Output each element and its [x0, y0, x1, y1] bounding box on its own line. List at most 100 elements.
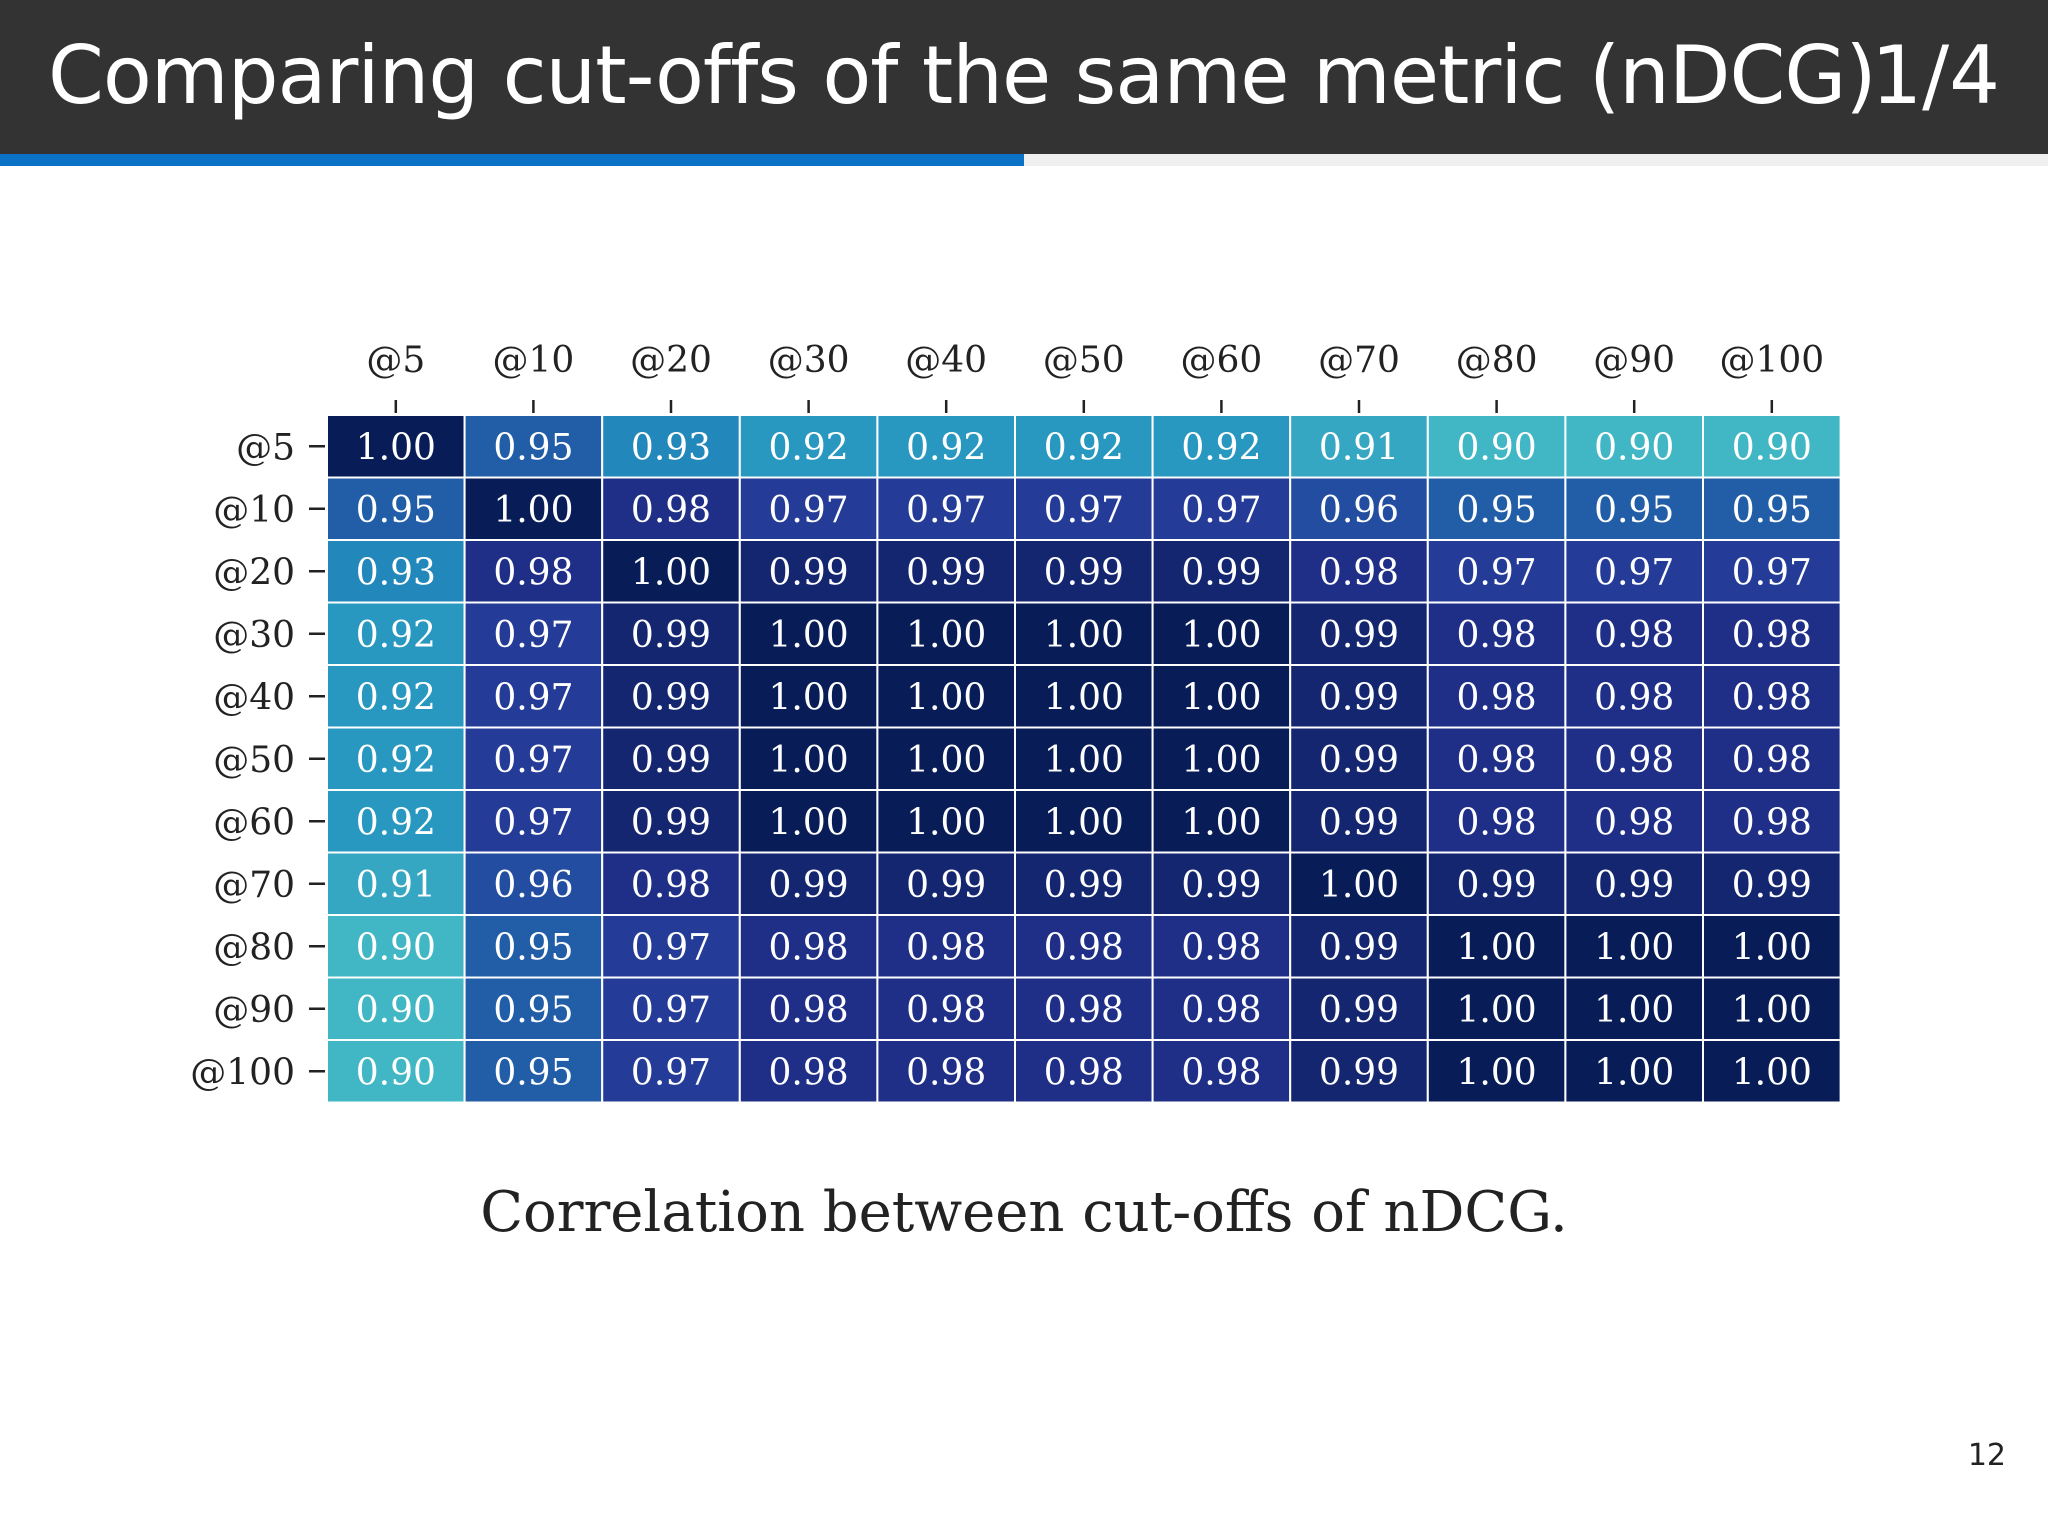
- cell-value-label: 0.95: [1457, 490, 1537, 531]
- cell-value-label: 1.00: [493, 490, 573, 531]
- heatmap-cell: [601, 914, 741, 979]
- heatmap-cell: [601, 1039, 741, 1104]
- progress-bar-fill: [0, 154, 1024, 166]
- cell-value-label: 0.97: [906, 490, 986, 531]
- cell-value-label: 0.99: [1319, 927, 1399, 968]
- heatmap-cell: [738, 476, 879, 541]
- cell-value-label: 0.96: [1319, 490, 1399, 531]
- cell-value-label: 0.98: [906, 1052, 986, 1093]
- heatmap-cell: [1702, 476, 1842, 541]
- heatmap-cell: [326, 914, 466, 979]
- heatmap-cell: [1702, 789, 1842, 854]
- cell-value-label: 0.98: [1457, 677, 1537, 718]
- cell-value-label: 1.00: [769, 802, 849, 843]
- cell-value-label: 1.00: [1594, 1052, 1674, 1093]
- heatmap-cell: [1151, 1039, 1292, 1104]
- y-tick-label: @60: [213, 802, 295, 843]
- heatmap-cell: [1702, 976, 1842, 1041]
- slide-title: Comparing cut-offs of the same metric (n…: [48, 29, 1877, 122]
- heatmap-cell: [1151, 851, 1292, 916]
- y-tick-label: @40: [213, 677, 295, 718]
- heatmap-cell: [1014, 914, 1154, 979]
- cell-value-label: 0.97: [1732, 552, 1812, 593]
- cell-value-label: 0.92: [356, 802, 436, 843]
- cell-value-label: 0.99: [1319, 615, 1399, 656]
- cell-value-label: 1.00: [1181, 615, 1261, 656]
- correlation-heatmap: @5 @10 @20 @30 @40 @50 @60 @70 @80 @90 @100 @5 @10 @2…: [190, 340, 1842, 1104]
- cell-value-label: 0.98: [769, 990, 849, 1031]
- cell-value-label: 1.00: [1457, 927, 1537, 968]
- heatmap-cell: [601, 726, 741, 791]
- heatmap-cell: [1151, 539, 1292, 604]
- cell-value-label: 0.99: [1319, 677, 1399, 718]
- heatmap-cell: [1289, 1039, 1429, 1104]
- heatmap-cell: [1289, 414, 1429, 479]
- cell-value-label: 0.99: [1044, 552, 1124, 593]
- cell-value-label: 0.97: [1457, 552, 1537, 593]
- cell-value-label: 0.99: [631, 677, 711, 718]
- cell-value-label: 0.99: [1319, 802, 1399, 843]
- cell-value-label: 0.98: [906, 990, 986, 1031]
- heatmap-cell: [876, 726, 1017, 791]
- heatmap-cell: [326, 539, 466, 604]
- cell-value-label: 1.00: [769, 615, 849, 656]
- heatmap-cell: [463, 539, 604, 604]
- heatmap-cell: [601, 664, 741, 729]
- heatmap-cell: [1289, 851, 1429, 916]
- heatmap-cell: [876, 1039, 1017, 1104]
- cell-value-label: 0.90: [1594, 427, 1674, 468]
- cell-value-label: 0.98: [1319, 552, 1399, 593]
- cell-value-label: 0.99: [1319, 740, 1399, 781]
- cell-value-label: 0.95: [493, 990, 573, 1031]
- heatmap-cell: [1014, 789, 1154, 854]
- cell-value-label: 0.97: [1594, 552, 1674, 593]
- heatmap-cell: [738, 789, 879, 854]
- cell-value-label: 0.90: [356, 990, 436, 1031]
- cell-value-label: 0.91: [356, 865, 436, 906]
- cell-value-label: 1.00: [1181, 677, 1261, 718]
- cell-value-label: 0.98: [1181, 927, 1261, 968]
- heatmap-cell: [326, 1039, 466, 1104]
- x-tick-label: @70: [1318, 340, 1400, 381]
- heatmap-cell: [738, 976, 879, 1041]
- cell-value-label: 1.00: [1181, 802, 1261, 843]
- y-tick-label: @20: [213, 552, 295, 593]
- heatmap-cell: [1702, 1039, 1842, 1104]
- frame-counter: 1/4: [1871, 29, 2000, 122]
- cell-value-label: 0.99: [769, 865, 849, 906]
- cell-value-label: 1.00: [906, 740, 986, 781]
- heatmap-cell: [1564, 1039, 1705, 1104]
- heatmap-cell: [1289, 914, 1429, 979]
- cell-value-label: 0.98: [631, 865, 711, 906]
- cell-value-label: 0.95: [493, 1052, 573, 1093]
- cell-value-label: 1.00: [906, 677, 986, 718]
- heatmap-cell: [1426, 601, 1567, 666]
- cell-value-label: 1.00: [356, 427, 436, 468]
- heatmap-cell: [601, 414, 741, 479]
- cell-value-label: 0.97: [631, 990, 711, 1031]
- x-tick-label: @100: [1719, 340, 1824, 381]
- cell-value-label: 0.98: [493, 552, 573, 593]
- cell-value-label: 0.98: [906, 927, 986, 968]
- cell-value-label: 0.98: [1594, 615, 1674, 656]
- cell-value-label: 0.95: [356, 490, 436, 531]
- cell-value-label: 1.00: [1732, 927, 1812, 968]
- heatmap-cell: [1564, 414, 1705, 479]
- cell-value-label: 0.97: [631, 927, 711, 968]
- cell-value-label: 0.98: [1181, 990, 1261, 1031]
- heatmap-cell: [1014, 726, 1154, 791]
- cell-value-label: 0.90: [356, 927, 436, 968]
- y-tick-label: @80: [213, 927, 295, 968]
- cell-value-label: 0.92: [356, 677, 436, 718]
- x-tick-label: @90: [1593, 340, 1675, 381]
- heatmap-cell: [1702, 851, 1842, 916]
- y-tick-label: @5: [236, 427, 295, 468]
- cell-value-label: 0.92: [1181, 427, 1261, 468]
- cell-value-label: 0.98: [1594, 677, 1674, 718]
- x-tick-label: @40: [905, 340, 987, 381]
- heatmap-cell: [1426, 726, 1567, 791]
- heatmap-cell: [463, 1039, 604, 1104]
- x-tick-label: @10: [492, 340, 574, 381]
- cell-value-label: 0.92: [356, 740, 436, 781]
- heatmap-cell: [738, 414, 879, 479]
